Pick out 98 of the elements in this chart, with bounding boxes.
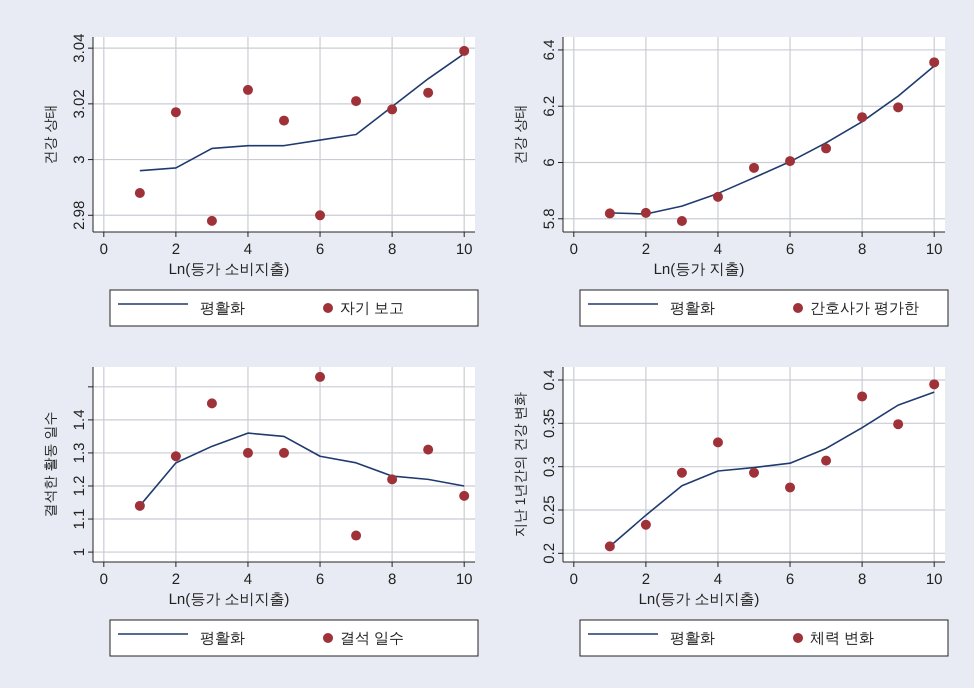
y-tick-label: 1.3 xyxy=(71,442,88,464)
x-tick-label: 10 xyxy=(456,241,473,258)
point xyxy=(676,216,687,226)
y-tick-label: 1.2 xyxy=(71,476,88,496)
legend-label: 평활화 xyxy=(200,630,245,647)
point xyxy=(604,208,615,218)
y-tick-label: 5.8 xyxy=(541,208,558,230)
x-axis-title: Ln(등가 소비지출) xyxy=(168,591,290,608)
x-tick-label: 8 xyxy=(858,241,866,258)
point xyxy=(134,188,145,198)
x-tick-label: 4 xyxy=(244,241,252,258)
x-tick-label: 6 xyxy=(786,241,794,258)
legend-label: 체력 변화 xyxy=(810,630,874,647)
x-tick-label: 8 xyxy=(388,571,396,588)
y-tick-label: 6 xyxy=(541,158,558,167)
x-tick-label: 4 xyxy=(244,571,252,588)
point xyxy=(929,379,940,390)
x-tick-label: 8 xyxy=(388,241,396,258)
legend-label: 간호사가 평가한 xyxy=(810,300,920,317)
y-axis-title: 건강 상태 xyxy=(42,104,58,164)
point xyxy=(640,520,651,530)
x-tick-label: 10 xyxy=(456,571,473,588)
y-tick-label: 3.04 xyxy=(71,34,88,63)
y-tick-label: 0.2 xyxy=(541,542,558,564)
x-tick-label: 2 xyxy=(172,241,180,258)
point xyxy=(206,398,217,408)
point xyxy=(857,391,868,402)
y-axis-title: 결석한 활동 일수 xyxy=(42,412,58,518)
point xyxy=(929,57,940,68)
y-tick-label: 1 xyxy=(71,548,88,556)
point xyxy=(315,372,326,382)
point xyxy=(676,468,687,478)
y-tick-label: 6.2 xyxy=(541,96,558,117)
y-tick-label: 3 xyxy=(71,155,88,164)
point xyxy=(857,112,868,122)
y-tick-label: 1.1 xyxy=(71,508,88,530)
y-tick-label: 2.98 xyxy=(71,200,88,230)
point xyxy=(749,162,759,173)
y-tick-label: 1.4 xyxy=(71,409,88,430)
x-axis-title: Ln(등가 소비지출) xyxy=(638,591,760,608)
x-tick-label: 6 xyxy=(786,571,794,588)
x-axis-title: Ln(등가 지출) xyxy=(654,261,744,278)
point xyxy=(279,116,289,126)
x-axis-title: Ln(등가 소비지출) xyxy=(168,261,290,278)
y-axis-title: 지난 1년간의 건강 변화 xyxy=(512,392,528,538)
point xyxy=(351,530,362,541)
point xyxy=(785,156,796,166)
x-tick-label: 0 xyxy=(570,241,578,258)
y-tick-label: 6.4 xyxy=(541,40,558,60)
x-tick-label: 8 xyxy=(858,571,866,588)
x-tick-label: 2 xyxy=(642,241,650,258)
y-tick-label: 0.3 xyxy=(541,456,558,478)
point xyxy=(242,448,253,458)
x-tick-label: 4 xyxy=(714,571,722,588)
point xyxy=(640,208,651,218)
legend-label: 평활화 xyxy=(200,300,245,317)
point xyxy=(423,444,434,455)
y-tick-label: 0.25 xyxy=(541,495,558,525)
point xyxy=(821,143,832,154)
point xyxy=(387,474,398,484)
x-tick-label: 2 xyxy=(172,571,180,588)
x-tick-label: 0 xyxy=(570,571,578,588)
point xyxy=(351,96,362,106)
point xyxy=(423,88,434,98)
point xyxy=(459,46,470,56)
legend-label: 평활화 xyxy=(670,630,715,647)
y-tick-label: 0.35 xyxy=(541,408,558,438)
x-tick-label: 10 xyxy=(926,571,943,588)
point xyxy=(893,419,904,430)
legend-label: 평활화 xyxy=(670,300,715,317)
point xyxy=(604,541,615,552)
point xyxy=(459,490,470,501)
x-tick-label: 4 xyxy=(714,241,722,258)
x-tick-label: 2 xyxy=(642,571,650,588)
point xyxy=(170,451,181,462)
point xyxy=(387,104,398,114)
point xyxy=(893,102,904,112)
x-tick-label: 0 xyxy=(100,571,108,588)
x-tick-label: 10 xyxy=(926,241,943,258)
point xyxy=(134,500,145,511)
x-tick-label: 6 xyxy=(316,241,324,258)
point xyxy=(712,437,723,448)
y-axis-title: 건강 상태 xyxy=(512,104,528,164)
x-tick-label: 0 xyxy=(100,241,108,258)
legend-label: 결석 일수 xyxy=(340,630,404,647)
legend-label: 자기 보고 xyxy=(340,300,404,317)
point xyxy=(242,84,253,95)
y-tick-label: 3.02 xyxy=(71,89,88,118)
y-tick-label: 0.4 xyxy=(541,370,558,390)
point xyxy=(785,482,796,492)
x-tick-label: 6 xyxy=(316,571,324,588)
point xyxy=(170,107,181,118)
point xyxy=(749,468,759,478)
point xyxy=(315,210,326,220)
point xyxy=(279,448,289,458)
point xyxy=(821,456,832,466)
point xyxy=(206,216,217,226)
point xyxy=(712,192,723,202)
